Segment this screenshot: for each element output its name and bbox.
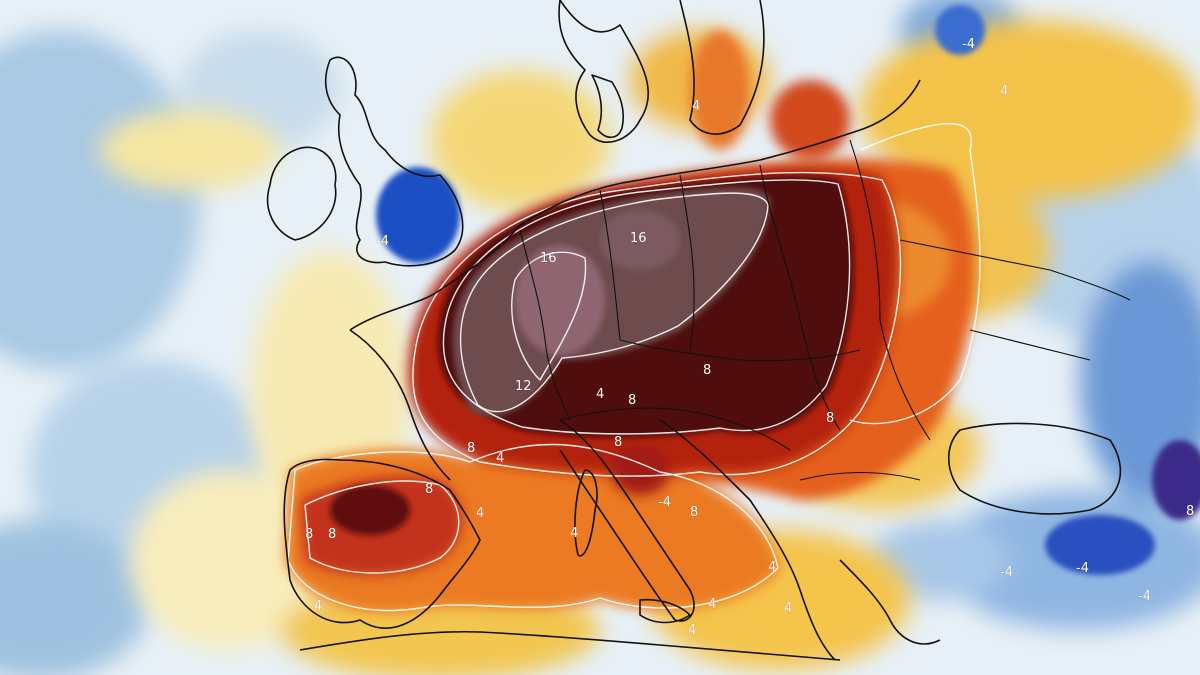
border-layer: [519, 139, 1131, 481]
contour-label: 4: [708, 597, 716, 612]
contour-label: 4: [692, 99, 700, 114]
contour-label: 4: [496, 451, 504, 466]
contour-label: 8: [614, 435, 622, 450]
contour-label: -4: [1000, 565, 1013, 580]
contour-label: -4: [1138, 589, 1151, 604]
contour-label: 8: [826, 411, 834, 426]
isoline-layer: [287, 122, 981, 612]
contour-label: 16: [630, 231, 647, 246]
contour-label: 4: [784, 601, 792, 616]
contour-label: 8: [305, 527, 313, 542]
contour-label-layer: 16 16 12 8 8 8 8 8 8 8 8 8 8 4 4 4 4 4 4…: [305, 37, 1195, 639]
contour-label: 8: [328, 527, 336, 542]
contour-label: 4: [314, 599, 322, 614]
contour-label: 4: [1000, 84, 1008, 99]
contour-label: 4: [570, 526, 578, 541]
contour-label: -4: [962, 37, 975, 52]
contour-label: 4: [476, 506, 484, 521]
contour-label: 8: [1186, 504, 1194, 519]
contour-label: 16: [540, 251, 557, 266]
contour-label: -4: [376, 234, 389, 249]
contour-label: 4: [596, 387, 604, 402]
contour-label: 8: [703, 363, 711, 378]
cold-spot-layer: [376, 5, 1200, 575]
coastline-layer: [266, 0, 1122, 661]
contour-label: 4: [688, 623, 696, 638]
contour-label: -4: [658, 495, 671, 510]
contour-label: 8: [690, 505, 698, 520]
contour-label: 8: [467, 441, 475, 456]
contour-label: 12: [515, 379, 532, 394]
contour-label: -4: [1076, 561, 1089, 576]
contour-label: 8: [425, 482, 433, 497]
contour-label: 8: [628, 393, 636, 408]
contour-label: 4: [768, 560, 776, 575]
